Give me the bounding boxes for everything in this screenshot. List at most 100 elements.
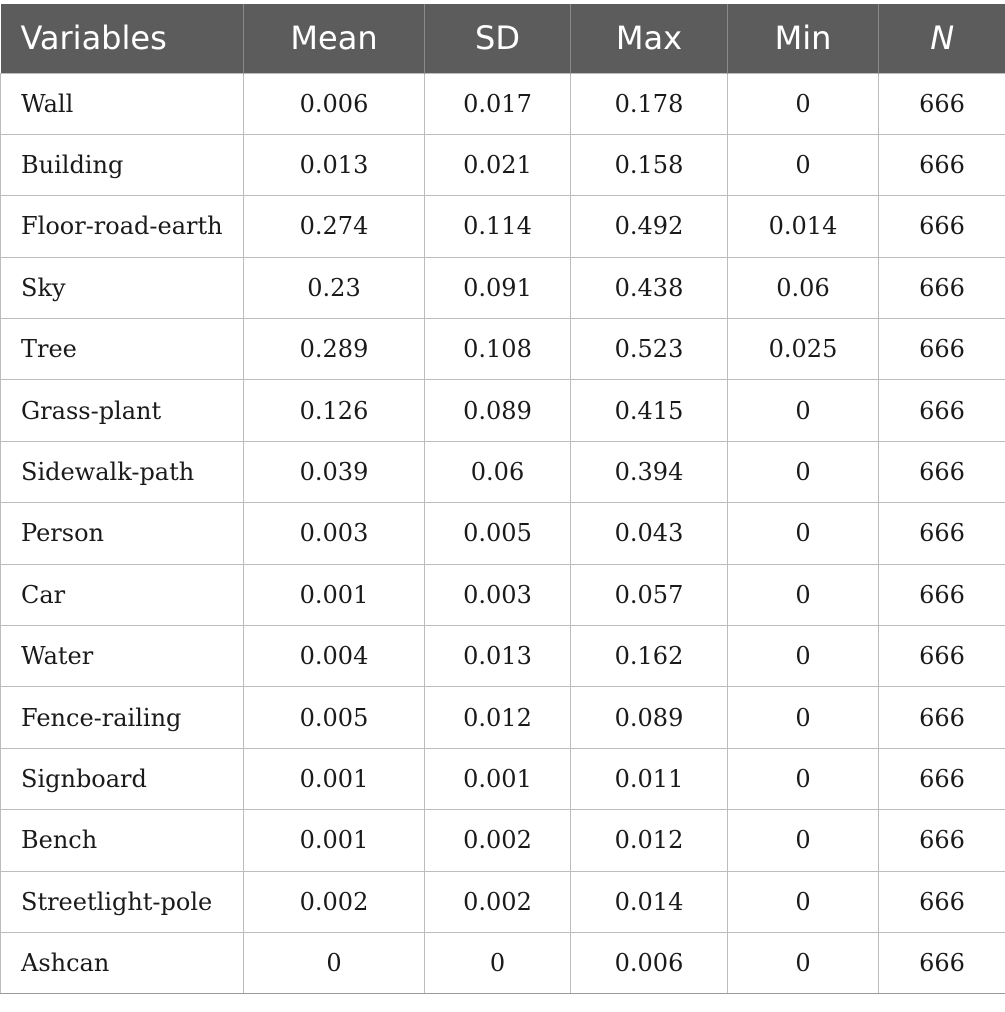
sd-cell: 0.003: [424, 563, 571, 627]
header-min: Min: [727, 4, 879, 73]
n-cell: 666: [878, 133, 1005, 197]
min-cell: 0: [727, 809, 879, 872]
sd-cell: 0: [424, 931, 571, 995]
sd-cell: 0.089: [424, 379, 571, 442]
n-cell: 666: [878, 563, 1005, 627]
n-cell: 666: [878, 686, 1005, 749]
table-row: Grass-plant 0.126 0.089 0.415 0 666: [0, 379, 1005, 442]
min-cell: 0: [727, 72, 879, 135]
mean-cell: 0: [243, 931, 425, 995]
variable-cell: Tree: [0, 318, 244, 381]
sd-cell: 0.012: [424, 686, 571, 749]
max-cell: 0.394: [570, 440, 728, 504]
n-cell: 666: [878, 870, 1005, 933]
min-cell: 0: [727, 686, 879, 749]
mean-cell: 0.001: [243, 747, 425, 811]
table-header: Variables Mean SD Max Min N: [0, 4, 1005, 73]
min-cell: 0: [727, 747, 879, 811]
max-cell: 0.162: [570, 625, 728, 688]
sd-cell: 0.017: [424, 72, 571, 135]
descriptive-statistics-table: Variables Mean SD Max Min N Wall 0.006 0.0…: [0, 4, 1005, 995]
header-max: Max: [570, 4, 728, 73]
sd-cell: 0.013: [424, 625, 571, 688]
table-row: Wall 0.006 0.017 0.178 0 666: [0, 72, 1005, 135]
variable-cell: Floor-road-earth: [0, 195, 244, 258]
max-cell: 0.089: [570, 686, 728, 749]
mean-cell: 0.039: [243, 440, 425, 504]
sd-cell: 0.002: [424, 809, 571, 872]
sd-cell: 0.021: [424, 133, 571, 197]
n-cell: 666: [878, 256, 1005, 320]
table-row: Sidewalk-path 0.039 0.06 0.394 0 666: [0, 440, 1005, 504]
max-cell: 0.011: [570, 747, 728, 811]
mean-cell: 0.002: [243, 870, 425, 933]
table-row: Signboard 0.001 0.001 0.011 0 666: [0, 747, 1005, 811]
max-cell: 0.158: [570, 133, 728, 197]
mean-cell: 0.013: [243, 133, 425, 197]
min-cell: 0: [727, 502, 879, 565]
variable-cell: Ashcan: [0, 931, 244, 995]
header-variables: Variables: [0, 4, 244, 73]
mean-cell: 0.003: [243, 502, 425, 565]
table-row: Bench 0.001 0.002 0.012 0 666: [0, 809, 1005, 872]
max-cell: 0.043: [570, 502, 728, 565]
header-row: Variables Mean SD Max Min N: [0, 4, 1005, 73]
table-row: Sky 0.23 0.091 0.438 0.06 666: [0, 256, 1005, 320]
min-cell: 0.014: [727, 195, 879, 258]
table-row: Floor-road-earth 0.274 0.114 0.492 0.014 666: [0, 195, 1005, 258]
mean-cell: 0.001: [243, 563, 425, 627]
variable-cell: Water: [0, 625, 244, 688]
variable-cell: Building: [0, 133, 244, 197]
max-cell: 0.438: [570, 256, 728, 320]
table-row: Streetlight-pole 0.002 0.002 0.014 0 666: [0, 870, 1005, 933]
sd-cell: 0.091: [424, 256, 571, 320]
max-cell: 0.523: [570, 318, 728, 381]
n-cell: 666: [878, 318, 1005, 381]
n-cell: 666: [878, 379, 1005, 442]
table-row: Tree 0.289 0.108 0.523 0.025 666: [0, 318, 1005, 381]
sd-cell: 0.005: [424, 502, 571, 565]
max-cell: 0.492: [570, 195, 728, 258]
n-cell: 666: [878, 195, 1005, 258]
variable-cell: Signboard: [0, 747, 244, 811]
variable-cell: Streetlight-pole: [0, 870, 244, 933]
table-row: Car 0.001 0.003 0.057 0 666: [0, 563, 1005, 627]
variable-cell: Wall: [0, 72, 244, 135]
header-sd: SD: [424, 4, 571, 73]
min-cell: 0: [727, 870, 879, 933]
min-cell: 0: [727, 931, 879, 995]
min-cell: 0.025: [727, 318, 879, 381]
mean-cell: 0.23: [243, 256, 425, 320]
mean-cell: 0.006: [243, 72, 425, 135]
mean-cell: 0.126: [243, 379, 425, 442]
variable-cell: Person: [0, 502, 244, 565]
variable-cell: Bench: [0, 809, 244, 872]
min-cell: 0.06: [727, 256, 879, 320]
header-n: N: [878, 4, 1005, 73]
n-cell: 666: [878, 931, 1005, 995]
table-row: Water 0.004 0.013 0.162 0 666: [0, 625, 1005, 688]
max-cell: 0.415: [570, 379, 728, 442]
n-cell: 666: [878, 747, 1005, 811]
n-cell: 666: [878, 809, 1005, 872]
min-cell: 0: [727, 563, 879, 627]
max-cell: 0.057: [570, 563, 728, 627]
max-cell: 0.012: [570, 809, 728, 872]
max-cell: 0.014: [570, 870, 728, 933]
table-body: Wall 0.006 0.017 0.178 0 666 Building 0.013 0.02…: [0, 72, 1005, 995]
max-cell: 0.178: [570, 72, 728, 135]
min-cell: 0: [727, 133, 879, 197]
mean-cell: 0.004: [243, 625, 425, 688]
sd-cell: 0.001: [424, 747, 571, 811]
max-cell: 0.006: [570, 931, 728, 995]
sd-cell: 0.002: [424, 870, 571, 933]
mean-cell: 0.289: [243, 318, 425, 381]
variable-cell: Sky: [0, 256, 244, 320]
n-cell: 666: [878, 72, 1005, 135]
table-row: Building 0.013 0.021 0.158 0 666: [0, 133, 1005, 197]
n-cell: 666: [878, 440, 1005, 504]
variable-cell: Sidewalk-path: [0, 440, 244, 504]
variable-cell: Car: [0, 563, 244, 627]
variable-cell: Fence-railing: [0, 686, 244, 749]
sd-cell: 0.06: [424, 440, 571, 504]
